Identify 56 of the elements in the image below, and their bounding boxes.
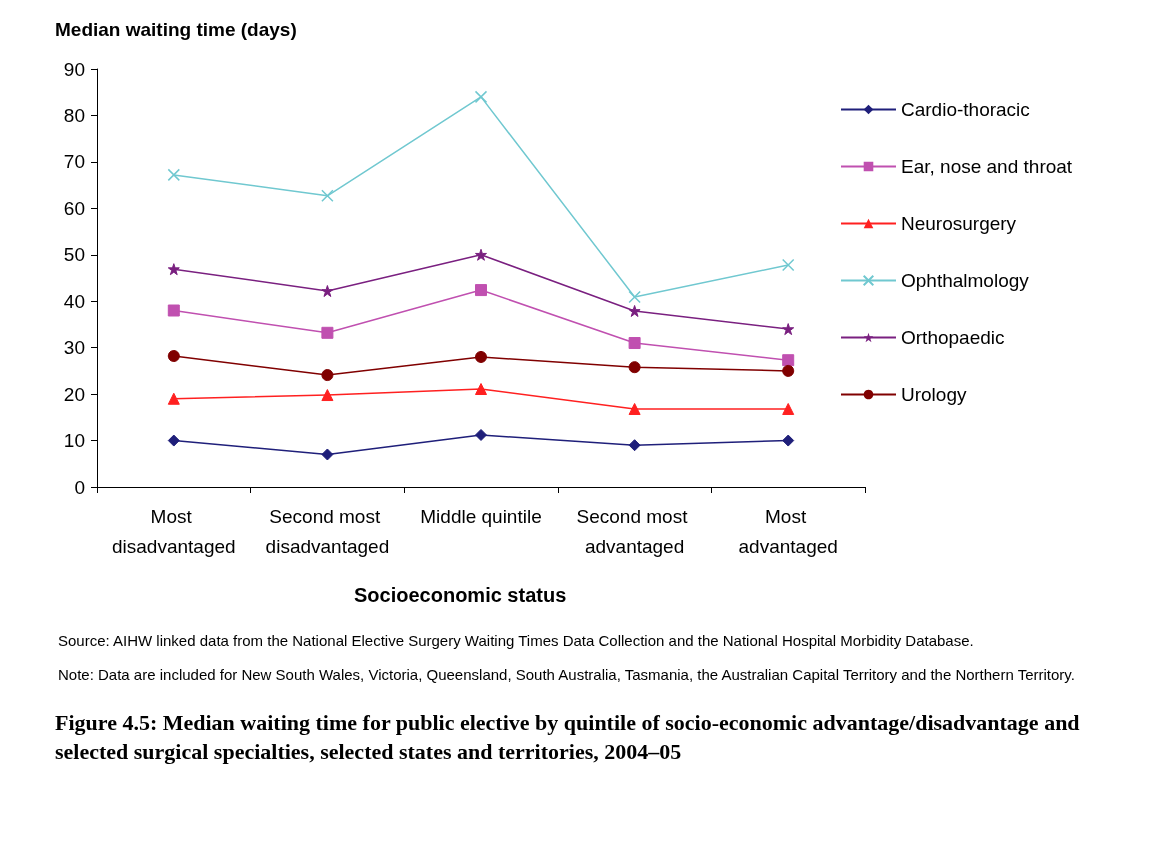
legend-label: Ophthalmology (901, 270, 1030, 291)
y-tick-label: 70 (63, 151, 85, 173)
x-tick-label: Second most advantaged (576, 505, 693, 557)
point (782, 354, 795, 367)
point (321, 326, 334, 339)
point (628, 361, 641, 374)
x-axis-title: Socioeconomic status (354, 584, 567, 606)
point (167, 392, 180, 405)
point (628, 402, 641, 415)
point (782, 402, 795, 415)
point (628, 439, 641, 452)
point (474, 90, 488, 104)
point (628, 304, 641, 317)
legend-label: Urology (901, 384, 967, 405)
x-tick-label: Second most disadvantaged (265, 505, 390, 557)
y-tick-label: 80 (63, 104, 85, 126)
y-axis-title: Median waiting time (days) (55, 19, 297, 40)
point (321, 189, 334, 203)
y-tick-label: 50 (63, 244, 85, 266)
y-tick-label: 20 (63, 383, 85, 405)
point (321, 448, 334, 461)
point (475, 383, 487, 395)
point (782, 323, 795, 336)
point (781, 258, 795, 272)
point (321, 369, 334, 382)
point (475, 350, 487, 363)
point (167, 350, 180, 363)
y-tick-label: 10 (63, 430, 85, 452)
y-tick-label: 60 (63, 197, 85, 219)
point (782, 434, 795, 447)
point (167, 434, 180, 447)
legend-label: Orthopaedic (901, 327, 1005, 348)
point (475, 248, 487, 261)
y-tick-label: 40 (63, 290, 85, 312)
x-tick-label: Most disadvantaged (112, 505, 236, 557)
point (167, 263, 180, 276)
legend-label: Cardio-thoracic (901, 99, 1030, 120)
point (782, 364, 795, 377)
text: Note: Data are included for New South Wales, Victoria, Queensland, South Australia, Tasmania, the Australian Capital Territory and the Northern Territory. (58, 665, 1076, 685)
legend-label: Ear, nose and throat (901, 156, 1073, 177)
point (475, 284, 487, 297)
source-note: Source: AIHW linked data from the National Elective Surgery Waiting Times Data Collection and the National Hospital Morbidity Database. (58, 631, 975, 651)
y-tick-label: 30 (63, 337, 85, 359)
x-tick-label: Middle quintile (420, 505, 542, 527)
point (628, 290, 641, 304)
point (321, 285, 334, 297)
y-tick-label: 90 (63, 58, 85, 80)
legend-label: Neurosurgery (901, 213, 1017, 234)
point (475, 428, 487, 441)
x-tick-label: Most advantaged (738, 505, 838, 557)
point (628, 337, 641, 350)
point (167, 168, 181, 182)
point (321, 389, 334, 402)
point (167, 304, 180, 317)
y-tick-label: 0 (74, 476, 85, 498)
text: Figure 4.5: Median waiting time for public elective by quintile of socio-economic advantage/disadvantage and selected surgical specialties, selected states and territories, 2004–05 (55, 709, 1081, 766)
